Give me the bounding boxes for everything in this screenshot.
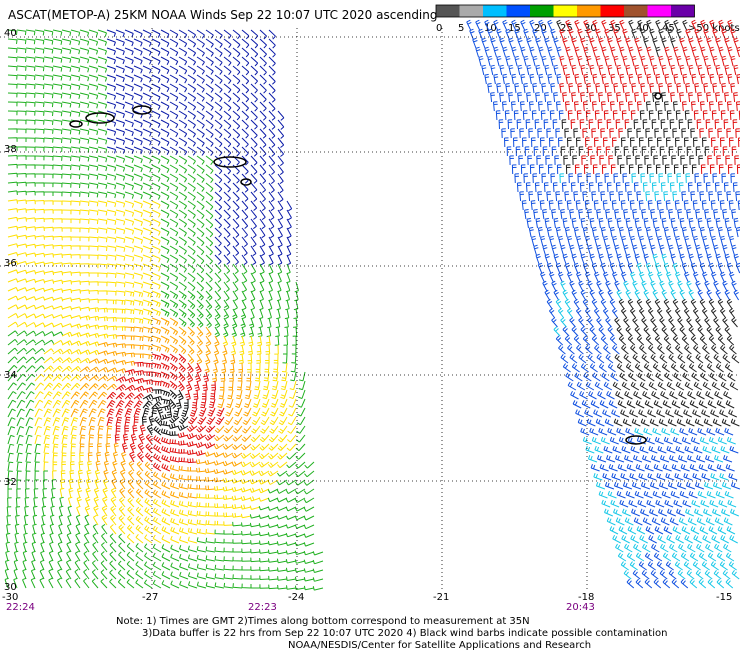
lon-label-minus24: -24: [288, 592, 304, 603]
colorbar-swatch: [506, 5, 530, 17]
lat-label-36: 36: [4, 258, 17, 269]
lon-label-minus30: -30: [2, 592, 18, 603]
colorbar-label: 0: [436, 23, 442, 34]
lon-label-minus18: -18: [578, 592, 594, 603]
lat-label-38: 38: [4, 144, 17, 155]
colorbar-label: 40: [636, 23, 649, 34]
map-title: ASCAT(METOP-A) 25KM NOAA Winds Sep 22 10…: [8, 8, 438, 22]
note-line-2: 3)Data buffer is 22 hrs from Sep 22 10:0…: [142, 628, 667, 639]
colorbar-label: 5: [458, 23, 464, 34]
pass-time-3: 20:43: [566, 602, 595, 613]
wind-barbs: [4, 19, 740, 591]
colorbar-swatch: [436, 5, 460, 17]
colorbar-swatch: [483, 5, 507, 17]
colorbar-swatch: [600, 5, 624, 17]
colorbar-label: 30: [584, 23, 597, 34]
lon-label-minus27: -27: [142, 592, 158, 603]
colorbar-swatch: [577, 5, 601, 17]
islands: [69, 92, 662, 445]
lat-label-40: 40: [4, 28, 17, 39]
grid-lines: [0, 28, 740, 592]
colorbar-swatch: [624, 5, 648, 17]
colorbar-swatch: [671, 5, 695, 17]
colorbar-swatch: [553, 5, 577, 17]
pass-times: 22:24 22:23 20:43: [6, 602, 595, 613]
longitude-labels: -30 -27 -24 -21 -18 -15: [2, 592, 732, 603]
colorbar-swatch: [647, 5, 671, 17]
lat-label-34: 34: [4, 370, 17, 381]
colorbar-swatch: [459, 5, 483, 17]
note-line-3: NOAA/NESDIS/Center for Satellite Applica…: [288, 640, 591, 650]
latitude-labels: 40 38 36 34 32 30: [4, 28, 17, 593]
pass-time-1: 22:24: [6, 602, 35, 613]
colorbar-label: 20: [534, 23, 547, 34]
lat-label-32: 32: [4, 477, 17, 488]
colorbar-label: >50 knots: [688, 23, 740, 34]
colorbar-label: 25: [560, 23, 573, 34]
lon-label-minus21: -21: [433, 592, 449, 603]
lat-label-30: 30: [4, 582, 17, 593]
pass-time-2: 22:23: [248, 602, 277, 613]
colorbar-label: 10: [484, 23, 497, 34]
colorbar-swatch: [530, 5, 554, 17]
lon-label-minus15: -15: [716, 592, 732, 603]
footnotes: Note: 1) Times are GMT 2)Times along bot…: [116, 616, 667, 650]
note-line-1: Note: 1) Times are GMT 2)Times along bot…: [116, 616, 530, 627]
